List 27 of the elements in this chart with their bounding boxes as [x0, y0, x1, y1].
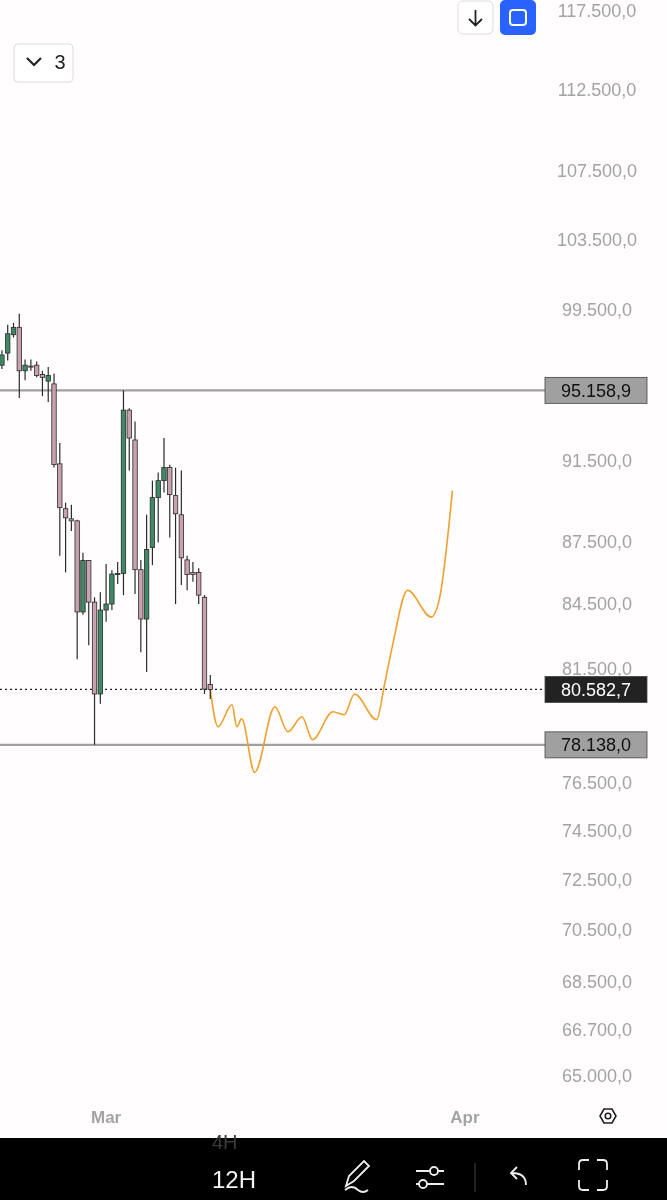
text: 12H: [212, 1166, 257, 1193]
y-tick-label: 84.500,0: [561, 594, 633, 615]
y-tick-label: 103.500,0: [556, 229, 638, 250]
y-tick-label: 81.500,0: [561, 659, 633, 680]
y-tick-label: 66.700,0: [561, 1019, 633, 1040]
ref-line-label: 78.138,0: [560, 735, 632, 756]
y-tick-label: 74.500,0: [561, 820, 633, 841]
y-tick-label: 70.500,0: [561, 920, 633, 941]
y-tick-label: 68.500,0: [561, 971, 633, 992]
y-tick-label: 87.500,0: [561, 531, 633, 552]
y-tick-label: 91.500,0: [561, 451, 633, 472]
y-tick-label: 99.500,0: [561, 300, 633, 321]
candlestick: [0, 349, 5, 370]
annotation: 3: [54, 51, 66, 73]
y-tick-label: 76.500,0: [561, 773, 633, 794]
ref-line-label: 95.158,9: [560, 380, 632, 401]
x-tick-label: Apr: [450, 1108, 480, 1127]
y-tick-label: 107.500,0: [556, 161, 638, 182]
y-tick-label: 65.000,0: [561, 1066, 633, 1087]
candlestick: [172, 466, 179, 605]
ref-line-label: 80.582,7: [560, 679, 632, 700]
y-tick-label: 112.500,0: [557, 79, 637, 100]
text: 4H: [212, 1131, 238, 1153]
candlestick: [62, 502, 69, 573]
x-tick-label: Mar: [90, 1108, 122, 1127]
y-tick-label: 117.500,0: [557, 1, 637, 22]
y-tick-label: 72.500,0: [561, 869, 633, 890]
